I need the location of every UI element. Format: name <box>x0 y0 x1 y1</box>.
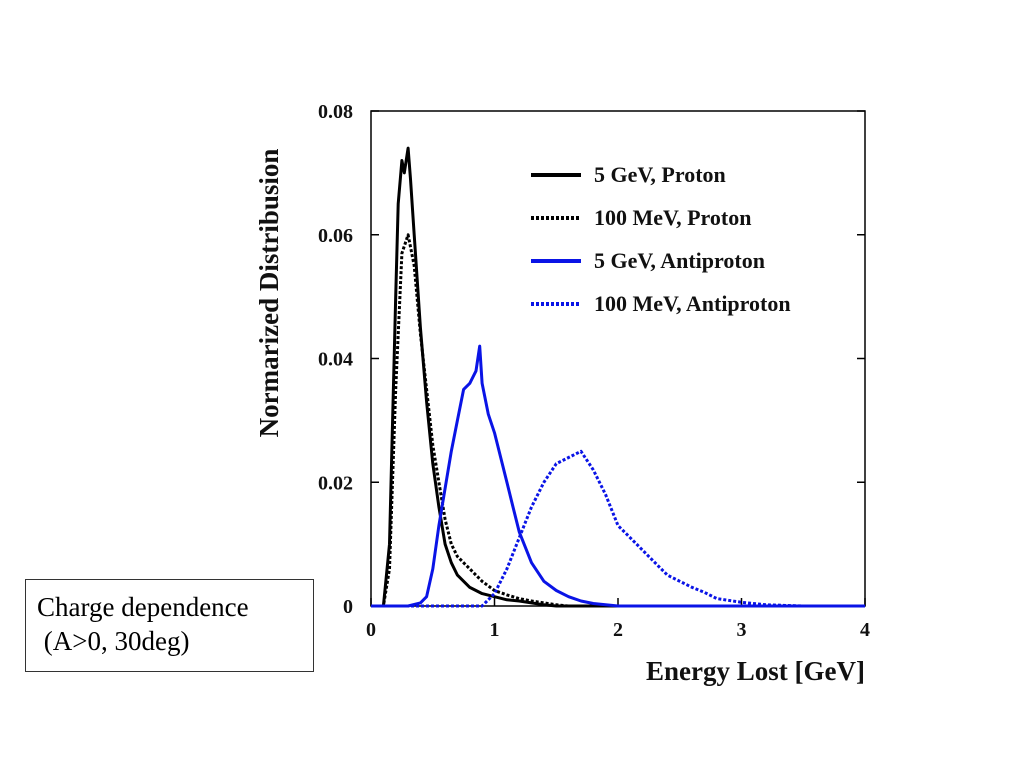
y-axis-title: Normarized Distribusion <box>254 149 284 438</box>
y-tick-label: 0 <box>343 596 353 618</box>
series-line-4 <box>371 449 865 608</box>
series-line-3 <box>371 344 865 608</box>
x-tick-label: 3 <box>737 619 747 641</box>
y-tick-label: 0.02 <box>318 472 353 494</box>
annotation-line-1: Charge dependence <box>37 592 249 622</box>
legend-label-2: 100 MeV, Proton <box>594 205 751 230</box>
series-layer <box>371 146 865 608</box>
y-tick-label: 0.04 <box>318 349 353 371</box>
x-axis-ticks: 0 1 2 3 4 <box>366 598 870 641</box>
legend-label-4: 100 MeV, Antiproton <box>594 291 791 316</box>
y-axis-ticks: 0 0.02 0.04 0.06 0.08 <box>318 101 865 618</box>
x-tick-label: 0 <box>366 619 376 641</box>
legend-label-3: 5 GeV, Antiproton <box>594 248 765 273</box>
x-tick-label: 2 <box>613 619 623 641</box>
legend: 5 GeV, Proton 100 MeV, Proton 5 GeV, Antip… <box>531 162 791 316</box>
x-tick-label: 4 <box>860 619 870 641</box>
y-tick-label: 0.08 <box>318 101 353 123</box>
x-axis-title: Energy Lost [GeV] <box>646 656 865 686</box>
annotation-line-2: (A>0, 30deg) <box>37 626 190 656</box>
y-tick-label: 0.06 <box>318 225 353 247</box>
legend-label-1: 5 GeV, Proton <box>594 162 726 187</box>
annotation-box: Charge dependence (A>0, 30deg) <box>25 579 314 672</box>
series-line-1 <box>371 146 865 608</box>
x-tick-label: 1 <box>490 619 500 641</box>
series-line-2 <box>371 233 865 608</box>
